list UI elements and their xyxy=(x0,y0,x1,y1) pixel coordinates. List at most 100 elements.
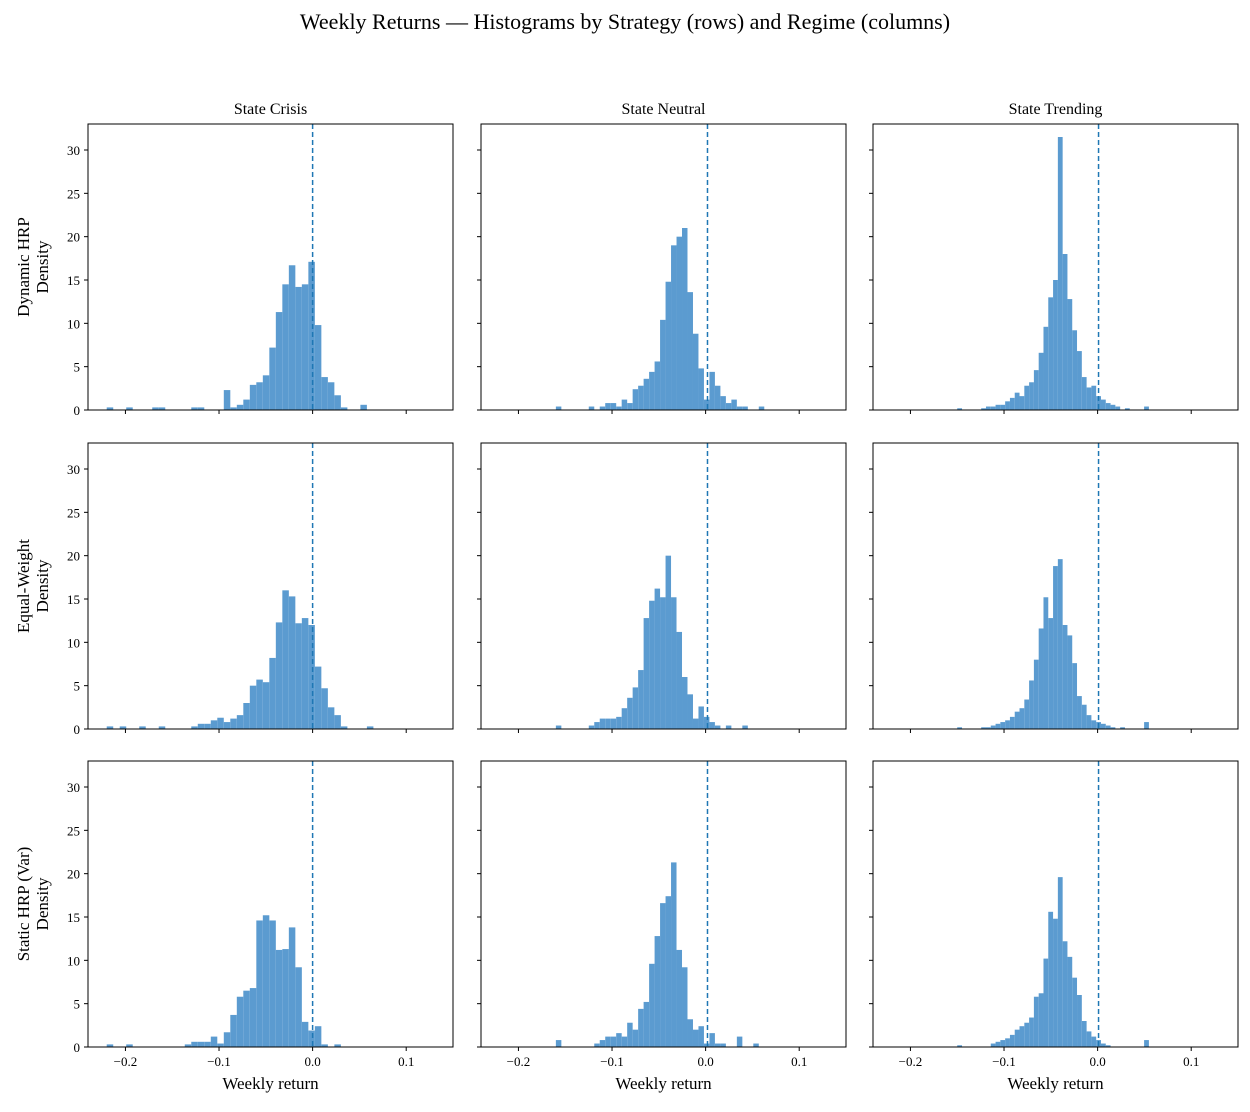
histogram-bar xyxy=(295,286,302,410)
density-label: Density xyxy=(33,559,52,612)
histogram-bar xyxy=(709,371,715,410)
y-tick-label: 25 xyxy=(67,505,80,520)
histogram-bar xyxy=(1144,406,1149,410)
histogram-bar xyxy=(126,407,133,410)
panel-r2-c2: −0.2 −0.1 0.0 0.1 Weekly return xyxy=(869,760,1239,1093)
histogram-bar xyxy=(605,718,611,729)
histogram-bar xyxy=(262,682,270,729)
histogram-bar xyxy=(236,404,244,410)
y-tick-label: 25 xyxy=(67,186,80,201)
histogram-bar xyxy=(217,717,224,729)
histogram-bar xyxy=(243,703,250,729)
histogram-bar xyxy=(301,284,309,410)
histogram-bar xyxy=(1067,299,1073,410)
histogram-bar xyxy=(610,1036,617,1047)
x-tick-label: 0.0 xyxy=(1089,1054,1105,1069)
x-tick-label: 0.1 xyxy=(791,1054,807,1069)
y-tick-label: 25 xyxy=(67,823,80,838)
histogram-bar xyxy=(197,407,205,410)
histogram-bar xyxy=(230,407,237,410)
histogram-bar xyxy=(682,228,688,410)
histogram-bar xyxy=(243,399,250,410)
histogram-bar xyxy=(1057,137,1063,410)
histogram-bar xyxy=(1019,708,1025,729)
histogram-bar xyxy=(676,631,683,729)
histogram-bar xyxy=(1053,918,1058,1047)
histogram-bar xyxy=(256,382,263,410)
histogram-bar xyxy=(1144,722,1149,729)
histogram-bar xyxy=(1086,715,1092,729)
x-tick-label: −0.1 xyxy=(992,1054,1016,1069)
histogram-bar xyxy=(714,1043,721,1047)
histogram-bar xyxy=(594,1043,600,1047)
histogram-bar xyxy=(957,727,963,729)
panel-frame xyxy=(872,760,1239,1048)
histogram-bar xyxy=(1043,326,1049,410)
x-tick-label: −0.2 xyxy=(114,1054,138,1069)
histogram-bar xyxy=(301,1021,309,1047)
histogram-bar xyxy=(1110,404,1116,410)
histogram-bar xyxy=(1043,958,1049,1047)
histogram-bar xyxy=(262,375,270,410)
histogram-bar xyxy=(1100,723,1106,729)
histogram-bar xyxy=(687,694,693,729)
column-title: State Trending xyxy=(1009,101,1103,118)
y-tick-label: 0 xyxy=(74,1040,81,1055)
y-tick-label: 30 xyxy=(67,780,80,795)
histogram-bar xyxy=(1005,1038,1010,1047)
histogram-bar xyxy=(981,408,986,410)
row-strategy-label: Static HRP (Var) xyxy=(14,847,33,962)
panel-r2-c1: −0.2 −0.1 0.0 0.1 Weekly return xyxy=(477,760,847,1093)
histogram-bar xyxy=(632,389,639,410)
histogram-bar xyxy=(288,596,296,729)
x-tick-label: 0.1 xyxy=(1183,1054,1199,1069)
histogram-bar xyxy=(321,688,328,729)
histogram-bar xyxy=(676,236,683,410)
histogram-bar xyxy=(1062,941,1068,1047)
histogram-bar xyxy=(1019,1026,1025,1047)
histogram-bar xyxy=(223,722,231,729)
histogram-bar xyxy=(1024,699,1030,729)
histogram-bar xyxy=(599,1040,606,1047)
histogram-bar xyxy=(295,967,302,1047)
histogram-bar xyxy=(236,996,244,1047)
histogram-bar xyxy=(230,1014,237,1047)
histogram-bar xyxy=(1000,722,1006,729)
histogram-bar xyxy=(1033,370,1039,410)
histogram-bar xyxy=(288,265,296,410)
histogram-bar xyxy=(334,395,341,410)
histogram-bar xyxy=(1077,995,1082,1047)
histogram-bar xyxy=(1000,404,1006,410)
histogram-bars xyxy=(106,261,367,410)
histogram-bar xyxy=(1105,725,1111,729)
histogram-bar xyxy=(703,399,710,410)
histogram-bar xyxy=(1072,330,1078,410)
histogram-bar xyxy=(301,618,309,729)
histogram-bar xyxy=(671,862,677,1047)
histogram-bar xyxy=(682,677,688,729)
histogram-bar xyxy=(197,1041,205,1047)
histogram-bar xyxy=(217,1043,224,1047)
histogram-bar xyxy=(753,1043,759,1047)
histogram-bar xyxy=(204,723,211,729)
histogram-bar xyxy=(327,707,335,729)
histogram-bar xyxy=(671,597,677,729)
histogram-bar xyxy=(1014,711,1020,729)
histogram-bar xyxy=(616,716,622,729)
histogram-bar xyxy=(119,726,127,729)
panel-r1-c2 xyxy=(869,442,1239,733)
histogram-bar xyxy=(1014,1029,1020,1047)
histogram-bar xyxy=(139,726,146,729)
histogram-bar xyxy=(152,407,159,410)
histogram-bar xyxy=(1100,1043,1106,1047)
histogram-bar xyxy=(725,725,732,729)
x-axis-label: Weekly return xyxy=(1007,1074,1104,1093)
histogram-bar xyxy=(605,403,611,410)
histogram-bar xyxy=(588,406,595,410)
histogram-bar xyxy=(282,949,289,1047)
histogram-bar xyxy=(243,990,250,1047)
y-tick-label: 10 xyxy=(67,635,80,650)
histogram-bar xyxy=(1005,720,1010,729)
histogram-bar xyxy=(1120,727,1125,729)
histogram-bar xyxy=(1038,993,1044,1047)
